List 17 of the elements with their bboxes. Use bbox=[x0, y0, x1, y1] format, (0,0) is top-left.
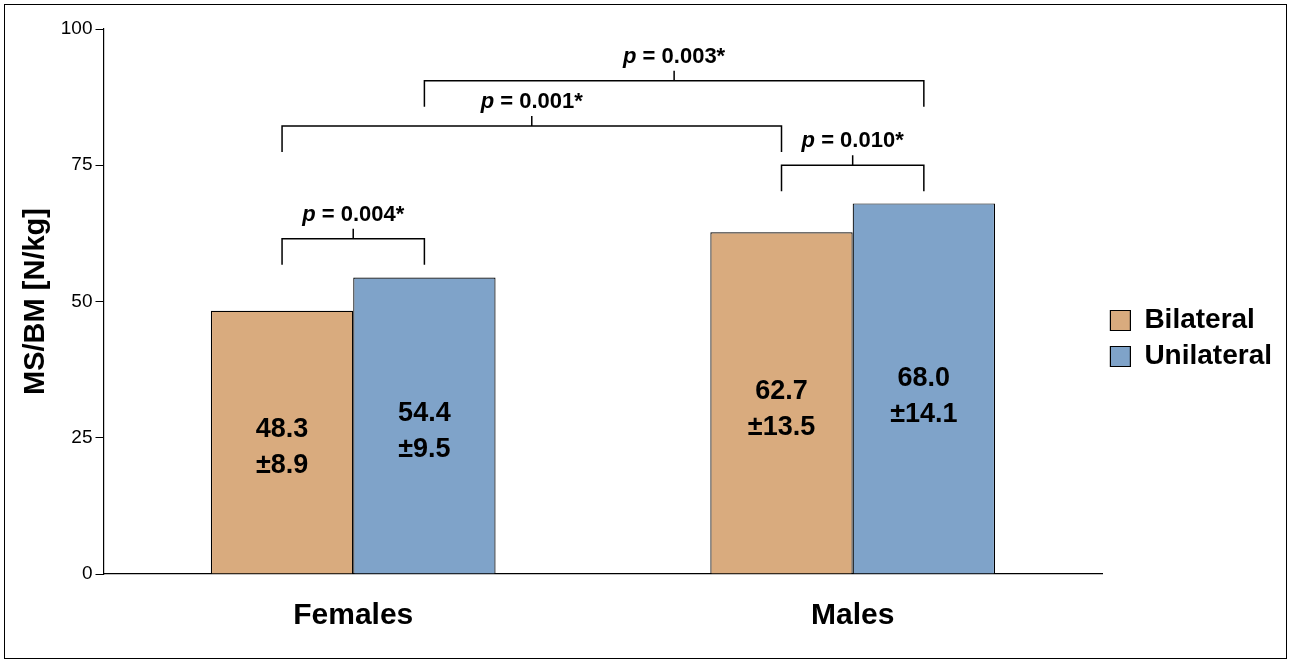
y-tick-label: 50 bbox=[71, 289, 93, 311]
legend-label: Bilateral bbox=[1144, 303, 1255, 335]
data-label: 48.3 ±8.9 bbox=[255, 413, 309, 480]
legend-label: Unilateral bbox=[1144, 339, 1273, 371]
data-label: 54.4 ±9.5 bbox=[398, 397, 451, 464]
data-label: 62.7 ±13.5 bbox=[747, 375, 816, 442]
x-tick-label: Males bbox=[810, 597, 895, 631]
y-tick-label: 25 bbox=[71, 425, 93, 447]
data-label: 68.0 ±14.1 bbox=[890, 361, 958, 428]
y-tick-label: 75 bbox=[71, 153, 93, 175]
annotation: p = 0.004* bbox=[301, 200, 405, 226]
annotation: p = 0.003* bbox=[622, 42, 726, 68]
y-axis-title: MS/BM [N/kg] bbox=[18, 208, 51, 395]
y-tick-label: 100 bbox=[60, 17, 93, 39]
y-tick-label: 0 bbox=[81, 562, 93, 584]
annotation: p = 0.010* bbox=[800, 127, 905, 153]
x-tick-label: Females bbox=[293, 597, 414, 631]
